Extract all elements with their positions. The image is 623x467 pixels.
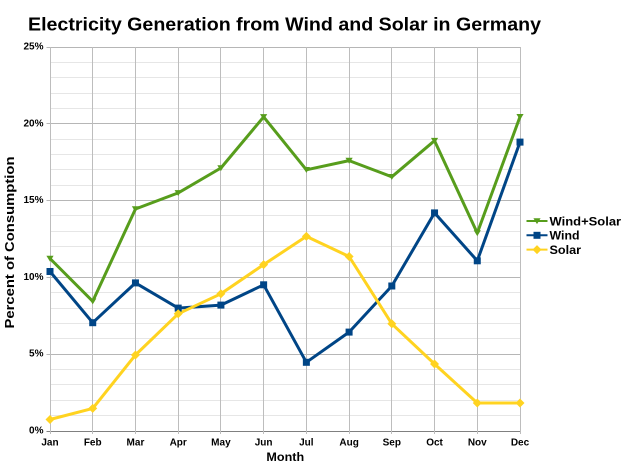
svg-text:Dec: Dec: [511, 438, 530, 449]
svg-text:Wind+Solar: Wind+Solar: [550, 214, 622, 228]
svg-text:Feb: Feb: [84, 438, 102, 449]
svg-text:Percent of Consumption: Percent of Consumption: [2, 156, 17, 328]
svg-text:Wind: Wind: [550, 229, 580, 243]
svg-text:Solar: Solar: [550, 243, 582, 257]
svg-text:Oct: Oct: [426, 438, 443, 449]
svg-text:Month: Month: [266, 450, 304, 464]
svg-text:15%: 15%: [23, 195, 43, 206]
svg-text:5%: 5%: [29, 349, 44, 360]
svg-text:25%: 25%: [23, 42, 43, 53]
svg-text:Jul: Jul: [299, 438, 314, 449]
svg-text:Electricity Generation from Wi: Electricity Generation from Wind and Sol…: [28, 15, 541, 35]
svg-text:Nov: Nov: [468, 438, 487, 449]
svg-text:Jun: Jun: [255, 438, 273, 449]
svg-text:Mar: Mar: [127, 438, 145, 449]
svg-text:20%: 20%: [23, 118, 43, 129]
svg-text:Apr: Apr: [170, 438, 187, 449]
svg-text:May: May: [211, 438, 231, 449]
svg-text:Sep: Sep: [383, 438, 401, 449]
svg-text:0%: 0%: [29, 426, 44, 437]
svg-text:Aug: Aug: [339, 438, 358, 449]
svg-text:Jan: Jan: [41, 438, 58, 449]
svg-text:10%: 10%: [23, 272, 43, 283]
